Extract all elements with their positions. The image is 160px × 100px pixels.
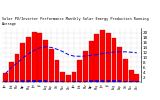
Bar bbox=[50, 80, 53, 82]
Bar bbox=[123, 59, 128, 82]
Bar bbox=[15, 81, 19, 82]
Bar bbox=[89, 42, 94, 82]
Bar bbox=[124, 81, 127, 82]
Bar bbox=[38, 80, 42, 82]
Bar bbox=[55, 60, 59, 82]
Bar bbox=[89, 80, 93, 82]
Bar bbox=[112, 38, 116, 82]
Bar bbox=[83, 51, 88, 82]
Bar bbox=[49, 49, 54, 82]
Bar bbox=[117, 47, 122, 82]
Bar bbox=[27, 80, 30, 82]
Bar bbox=[106, 33, 111, 82]
Bar bbox=[129, 81, 133, 82]
Bar bbox=[112, 80, 116, 82]
Bar bbox=[118, 80, 121, 82]
Bar bbox=[32, 80, 36, 82]
Bar bbox=[20, 43, 25, 82]
Bar bbox=[32, 32, 36, 82]
Bar bbox=[61, 81, 64, 82]
Bar bbox=[9, 62, 14, 82]
Bar bbox=[72, 81, 76, 82]
Bar bbox=[10, 81, 13, 82]
Bar bbox=[66, 75, 71, 82]
Bar bbox=[43, 40, 48, 82]
Bar bbox=[95, 80, 99, 82]
Bar bbox=[129, 70, 134, 82]
Bar bbox=[60, 72, 65, 82]
Bar bbox=[107, 80, 110, 82]
Bar bbox=[37, 33, 42, 82]
Bar bbox=[100, 30, 105, 82]
Bar bbox=[78, 81, 81, 82]
Bar bbox=[21, 80, 24, 82]
Bar bbox=[94, 34, 99, 82]
Bar bbox=[55, 81, 59, 82]
Bar bbox=[26, 37, 31, 82]
Bar bbox=[84, 81, 87, 82]
Bar bbox=[4, 81, 7, 82]
Bar bbox=[134, 74, 139, 82]
Bar bbox=[3, 73, 8, 82]
Bar bbox=[15, 54, 19, 82]
Bar bbox=[44, 80, 47, 82]
Bar bbox=[77, 60, 82, 82]
Text: Solar PV/Inverter Performance Monthly Solar Energy Production Running Average: Solar PV/Inverter Performance Monthly So… bbox=[2, 17, 148, 26]
Bar bbox=[101, 80, 104, 82]
Bar bbox=[72, 72, 76, 82]
